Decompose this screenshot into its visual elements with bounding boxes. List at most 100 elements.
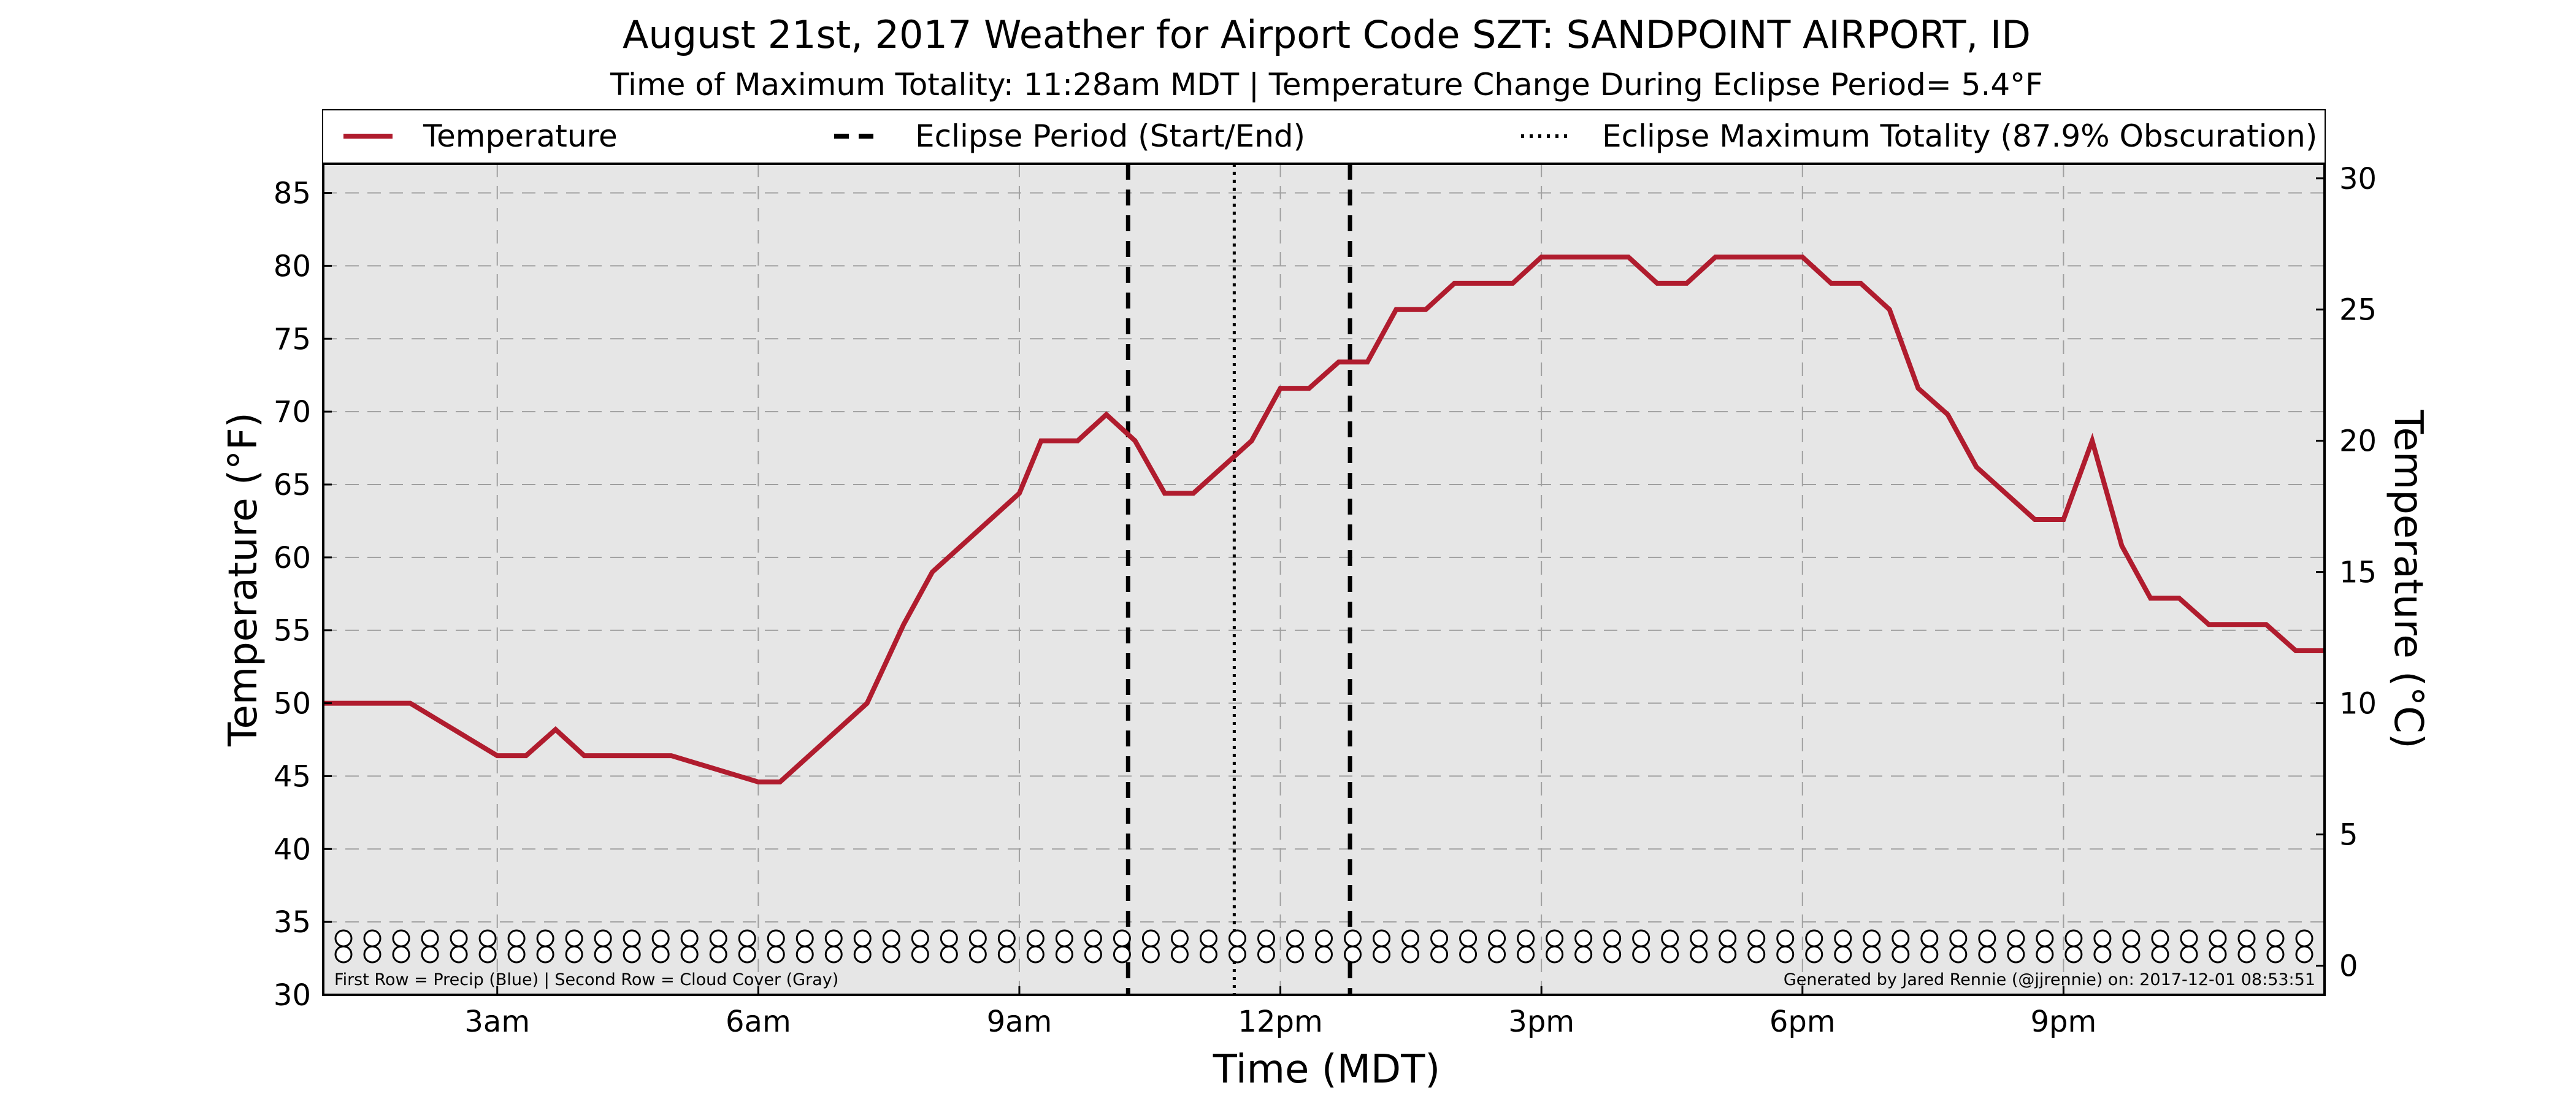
cloud-marker (911, 945, 929, 964)
precip-marker (334, 929, 353, 948)
cloud-marker (2209, 945, 2227, 964)
cloud-marker (1603, 945, 1622, 964)
cloud-marker (1488, 945, 1506, 964)
precip-marker (824, 929, 843, 948)
precip-marker (1892, 929, 1910, 948)
cloud-marker (1892, 945, 1910, 964)
cloud-marker (594, 945, 612, 964)
precip-marker (767, 929, 785, 948)
cloud-marker (680, 945, 699, 964)
cloud-marker (2180, 945, 2198, 964)
precip-marker (1026, 929, 1045, 948)
precip-marker (2295, 929, 2313, 948)
precip-marker (1834, 929, 1852, 948)
cloud-marker (1228, 945, 1246, 964)
precip-marker (2064, 929, 2083, 948)
precip-marker (2122, 929, 2141, 948)
y-tick-label-left: 85 (274, 177, 311, 211)
x-tick-label: 12pm (1238, 1005, 1322, 1039)
cloud-marker (1055, 945, 1073, 964)
precip-marker (1719, 929, 1737, 948)
x-tick-label: 9pm (2031, 1005, 2097, 1039)
y-tick-label-right: 25 (2339, 293, 2377, 328)
cloud-marker (1084, 945, 1102, 964)
precip-marker (911, 929, 929, 948)
cloud-marker (1459, 945, 1478, 964)
y-tick-label-left: 75 (274, 322, 311, 356)
precip-marker (940, 929, 958, 948)
y-tick-label-left: 65 (274, 468, 311, 502)
cloud-marker (651, 945, 670, 964)
precip-marker (450, 929, 468, 948)
precip-marker (1632, 929, 1650, 948)
chart-title: August 21st, 2017 Weather for Airport Co… (623, 12, 2031, 57)
cloud-marker (2036, 945, 2054, 964)
cloud-marker (853, 945, 872, 964)
precip-marker (1690, 929, 1708, 948)
precip-marker (392, 929, 410, 948)
precip-marker (1430, 929, 1449, 948)
cloud-marker (2122, 945, 2141, 964)
precip-marker (1776, 929, 1795, 948)
cloud-marker (2007, 945, 2025, 964)
precip-marker (1199, 929, 1217, 948)
cloud-marker (997, 945, 1016, 964)
cloud-marker (536, 945, 554, 964)
cloud-marker (565, 945, 583, 964)
precip-marker (2151, 929, 2169, 948)
precip-marker (1315, 929, 1333, 948)
precip-marker (1805, 929, 1823, 948)
y-tick-label-left: 35 (274, 905, 311, 940)
precip-marker (651, 929, 670, 948)
cloud-marker (2266, 945, 2285, 964)
precip-marker (2036, 929, 2054, 948)
cloud-marker (1026, 945, 1045, 964)
cloud-marker (1834, 945, 1852, 964)
annotation-right: Generated by Jared Rennie (@jjrennie) on… (1784, 970, 2315, 989)
precip-marker (594, 929, 612, 948)
precip-marker (738, 929, 756, 948)
cloud-marker (1141, 945, 1160, 964)
precip-marker (507, 929, 526, 948)
cloud-marker (1978, 945, 1996, 964)
cloud-marker (1719, 945, 1737, 964)
x-axis-ticks: 3am 6am 9am 12pm 3pm 6pm 9pm (464, 986, 2096, 1039)
cloud-marker (1690, 945, 1708, 964)
precip-marker (1113, 929, 1131, 948)
y-axis-label-right: Temperature (°C) (2385, 409, 2431, 748)
x-tick-label: 9am (987, 1005, 1052, 1039)
cloud-marker (1546, 945, 1564, 964)
cloud-marker (1257, 945, 1275, 964)
y-axis-ticks-left: 30 35 40 45 50 55 60 65 70 75 80 85 (274, 177, 332, 1013)
precip-marker (1286, 929, 1304, 948)
cloud-marker (1805, 945, 1823, 964)
precip-marker (1920, 929, 1939, 948)
cloud-marker (2295, 945, 2313, 964)
x-tick-label: 6am (726, 1005, 791, 1039)
precip-marker (1344, 929, 1362, 948)
grid-lines (323, 164, 2325, 995)
legend-label-temperature: Temperature (423, 118, 618, 154)
y-tick-label-right: 10 (2339, 687, 2377, 721)
cloud-marker (1863, 945, 1881, 964)
cloud-marker (478, 945, 497, 964)
precip-marker (968, 929, 987, 948)
legend-label-eclipse-period: Eclipse Period (Start/End) (915, 118, 1305, 154)
cloud-marker (2064, 945, 2083, 964)
precip-marker (1949, 929, 1968, 948)
precip-marker (1459, 929, 1478, 948)
y-tick-label-right: 20 (2339, 424, 2377, 459)
cloud-marker (1373, 945, 1391, 964)
cloud-marker (795, 945, 814, 964)
cloud-marker (1949, 945, 1968, 964)
cloud-marker (968, 945, 987, 964)
precip-marker (1257, 929, 1275, 948)
cloud-marker (882, 945, 900, 964)
precip-marker (565, 929, 583, 948)
precip-marker (1546, 929, 1564, 948)
y-tick-label-right: 15 (2339, 556, 2377, 590)
precip-marker (1055, 929, 1073, 948)
y-tick-label-right: 5 (2339, 818, 2358, 853)
precip-marker (1978, 929, 1996, 948)
cloud-marker (1286, 945, 1304, 964)
